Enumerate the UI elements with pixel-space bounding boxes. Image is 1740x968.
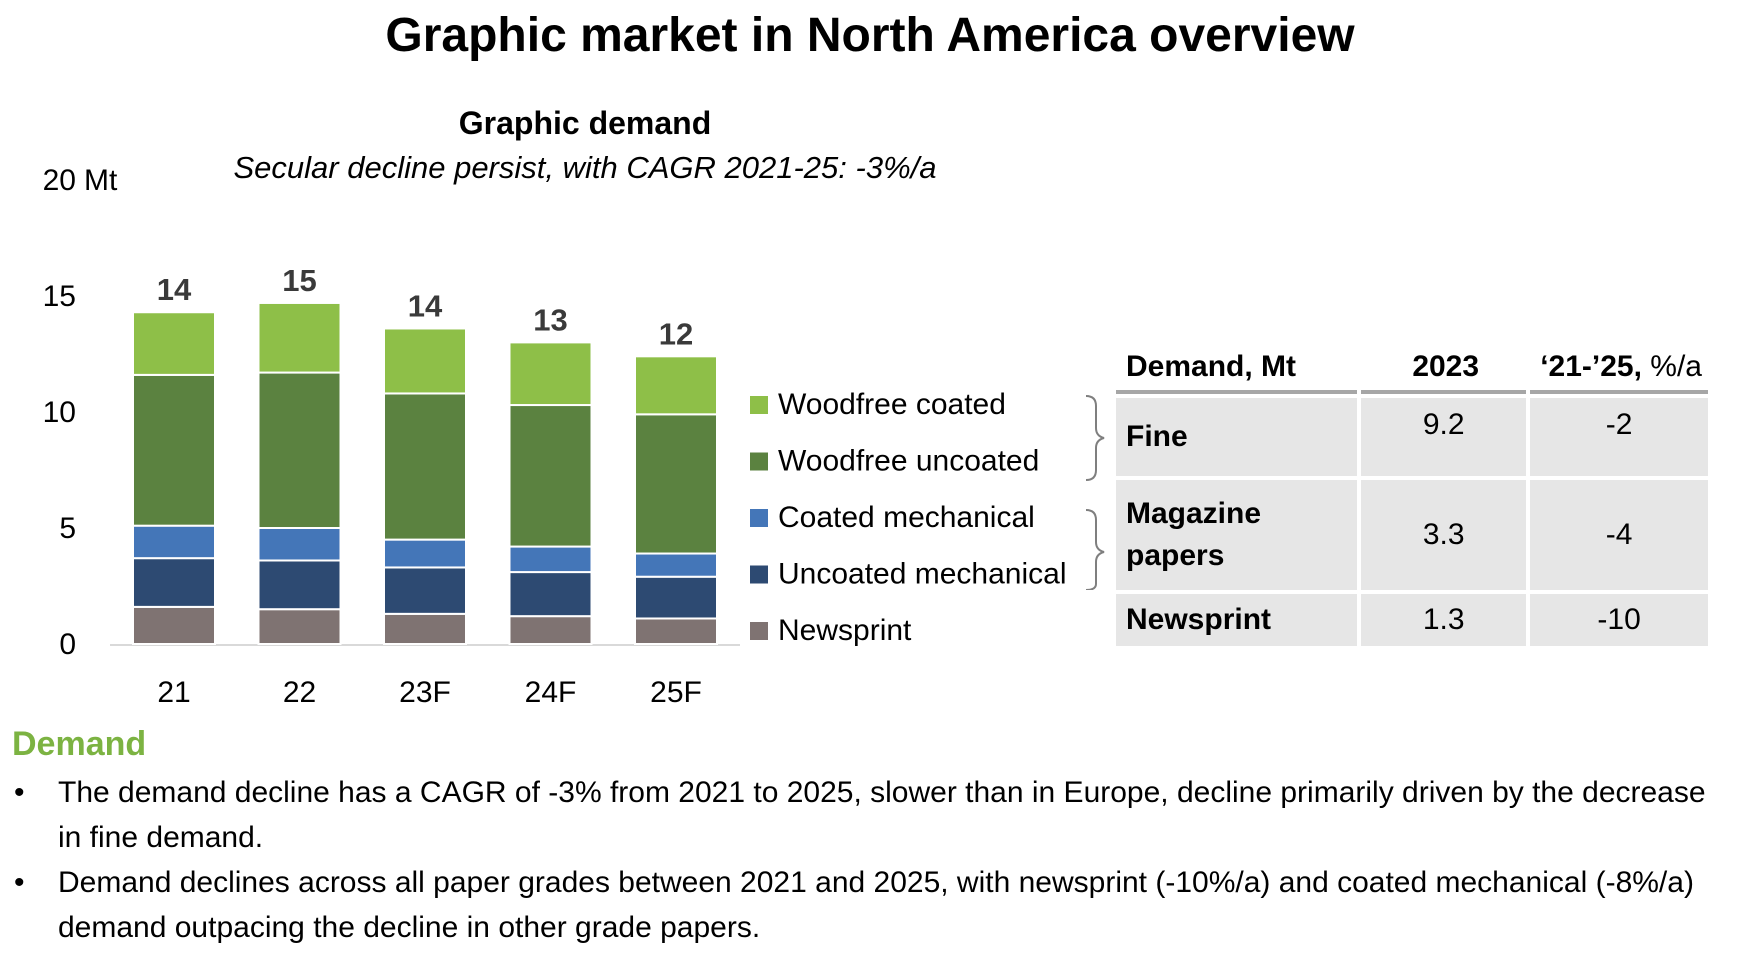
bar-segment (508, 404, 593, 548)
bar-segment (634, 575, 718, 620)
y-tick-label: 5 (59, 512, 76, 545)
row-name: Newsprint (1116, 594, 1358, 646)
bullet-marker: • (14, 776, 25, 809)
brace-magazine (1085, 509, 1105, 590)
bar-segment (508, 571, 593, 618)
bar-segment (383, 612, 467, 646)
bar-total-label: 14 (157, 272, 192, 307)
bar-segment (132, 373, 216, 527)
chart-legend: Woodfree coated Woodfree uncoated Coated m… (750, 388, 1067, 647)
table-row: Magazine papers 3.3 -4 (1116, 480, 1708, 590)
y-axis-ticks: 0 5 10 15 20 (43, 164, 76, 661)
row-name: Magazine papers (1116, 480, 1358, 590)
legend-label: Uncoated mechanical (778, 558, 1067, 591)
bar-segment (634, 355, 718, 416)
legend-swatch (750, 509, 768, 527)
legend-swatch (750, 622, 768, 640)
bar-total-label: 13 (533, 302, 567, 337)
section-heading-demand: Demand (12, 725, 147, 763)
legend-label: Newsprint (778, 614, 912, 647)
brace-fine (1085, 395, 1105, 481)
bar-segment (257, 608, 342, 646)
bar-segment (634, 552, 718, 578)
bar-segment (257, 559, 342, 611)
bar-segment (383, 538, 467, 569)
bar-segment (257, 527, 342, 562)
bar-segment (508, 545, 593, 574)
bullet-text: The demand decline has a CAGR of -3% fro… (58, 776, 1706, 854)
table-row: Newsprint 1.3 -10 (1116, 594, 1708, 646)
header-2023: 2023 (1361, 350, 1527, 394)
y-tick-label: 20 (43, 164, 76, 197)
grouping-braces (1085, 395, 1105, 590)
bar-segment (257, 301, 342, 374)
bar-total-label: 12 (659, 316, 693, 351)
row-name: Fine (1116, 398, 1358, 476)
header-cagr-unit: %/a (1650, 350, 1702, 383)
table-header-row: Demand, Mt 2023 ‘21-’25, %/a (1116, 350, 1708, 394)
bullet-text: Demand declines across all paper grades … (58, 866, 1694, 944)
legend-swatch (750, 565, 768, 584)
row-value: 1.3 (1361, 594, 1527, 646)
y-axis-unit: Mt (84, 164, 118, 197)
bar-total-label: 14 (408, 288, 443, 323)
legend-label: Coated mechanical (778, 501, 1035, 534)
row-value: 9.2 (1361, 398, 1527, 476)
list-item: • The demand decline has a CAGR of -3% fr… (12, 770, 1712, 860)
list-item: • Demand declines across all paper grades… (12, 860, 1712, 950)
x-tick-label: 22 (283, 676, 316, 709)
page-title: Graphic market in North America overview (385, 9, 1355, 62)
x-tick-label: 24F (525, 676, 577, 709)
stacked-bar-chart: Graphic demand Secular decline persist, … (43, 105, 1067, 709)
bar-segment (634, 413, 718, 555)
bar-total-label: 15 (282, 263, 316, 298)
bar-segment (508, 341, 593, 407)
bar-segment (132, 557, 216, 608)
demand-table: Demand, Mt 2023 ‘21-’25, %/a Fine 9.2 -2… (1112, 346, 1712, 650)
legend-label: Woodfree coated (778, 388, 1006, 421)
bar-segment (508, 615, 593, 645)
bar-segment (634, 617, 718, 645)
legend-swatch (750, 396, 768, 414)
row-cagr: -2 (1530, 398, 1708, 476)
header-cagr-label: ‘21-’25, (1540, 350, 1642, 383)
bullet-marker: • (14, 866, 25, 899)
bar-segment (132, 524, 216, 560)
y-tick-label: 15 (43, 280, 76, 313)
y-tick-label: 10 (43, 396, 76, 429)
bar-segment (383, 327, 467, 395)
chart-subtitle: Secular decline persist, with CAGR 2021-… (234, 150, 937, 185)
bar-segment (383, 392, 467, 541)
summary-bullets: • The demand decline has a CAGR of -3% fr… (12, 770, 1712, 950)
x-tick-label: 23F (399, 676, 451, 709)
bar-segment (383, 566, 467, 615)
bar-segment (257, 371, 342, 529)
chart-title: Graphic demand (459, 105, 712, 141)
y-tick-label: 0 (59, 628, 76, 661)
row-cagr: -4 (1530, 480, 1708, 590)
row-value: 3.3 (1361, 480, 1527, 590)
legend-swatch (750, 452, 768, 471)
bar-group: 14 15 14 13 12 (132, 263, 718, 646)
header-cagr: ‘21-’25, %/a (1530, 350, 1708, 394)
table-row: Fine 9.2 -2 (1116, 398, 1708, 476)
x-tick-label: 21 (157, 676, 190, 709)
bar-segment (132, 605, 216, 646)
x-tick-label: 25F (650, 676, 702, 709)
row-cagr: -10 (1530, 594, 1708, 646)
x-axis-labels: 21 22 23F 24F 25F (157, 676, 702, 709)
header-demand: Demand, Mt (1116, 350, 1358, 394)
legend-label: Woodfree uncoated (778, 445, 1039, 478)
bar-segment (132, 311, 216, 376)
